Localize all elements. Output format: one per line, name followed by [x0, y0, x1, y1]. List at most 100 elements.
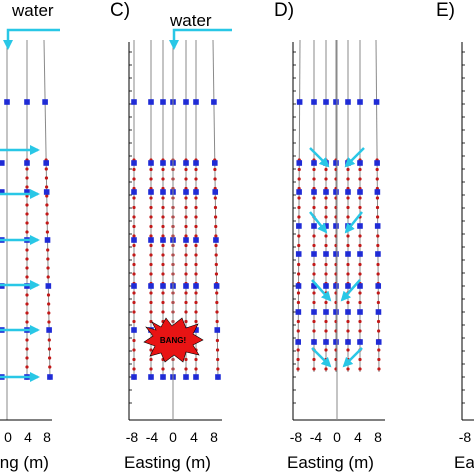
blue-sensor	[148, 283, 154, 289]
red-sensor	[358, 329, 362, 333]
red-sensor	[161, 215, 165, 219]
red-sensor	[346, 167, 350, 172]
red-sensor	[161, 300, 165, 305]
red-sensor	[161, 272, 165, 276]
blue-sensor	[311, 251, 317, 257]
red-sensor	[312, 234, 316, 238]
red-sensor	[358, 205, 362, 210]
red-sensor	[376, 234, 380, 238]
red-sensor	[149, 205, 153, 210]
red-sensor	[44, 167, 48, 171]
blue-sensor	[160, 237, 166, 243]
panel-e: E) -8 Eas	[436, 0, 474, 472]
red-sensor	[48, 356, 52, 360]
red-sensor	[312, 329, 316, 333]
blue-sensor	[148, 237, 154, 243]
red-sensor	[194, 310, 198, 314]
red-sensor	[184, 319, 188, 324]
red-sensor	[149, 291, 153, 295]
blue-sensor	[24, 189, 30, 195]
blue-sensor	[311, 223, 317, 229]
red-sensor	[161, 167, 165, 172]
red-sensor	[358, 319, 362, 324]
red-sensor	[214, 253, 218, 257]
blue-sensor	[374, 223, 381, 229]
red-sensor	[149, 357, 153, 362]
blue-sensor	[357, 99, 363, 105]
red-sensor	[312, 300, 316, 305]
blue-sensor	[215, 374, 221, 380]
blue-sensor	[345, 251, 351, 257]
blue-sensor	[357, 339, 363, 345]
bang-starburst	[143, 317, 204, 363]
blue-sensor	[183, 99, 189, 105]
red-sensor	[161, 253, 165, 257]
blue-sensor	[323, 99, 329, 105]
red-sensor	[297, 205, 301, 210]
red-sensor	[44, 176, 49, 180]
red-sensor	[376, 272, 380, 276]
red-sensor	[297, 243, 301, 248]
blue-sensor	[323, 339, 329, 345]
blue-sensor	[311, 189, 317, 195]
blue-sensor	[345, 309, 351, 315]
red-sensor	[25, 185, 29, 189]
panel-b-arrows	[0, 145, 40, 382]
red-sensor	[324, 329, 328, 333]
red-sensor	[47, 302, 51, 306]
red-sensor	[45, 203, 49, 207]
red-sensor	[25, 221, 29, 225]
red-sensor	[377, 329, 381, 333]
red-sensor	[132, 291, 136, 295]
red-sensor	[194, 177, 198, 181]
red-sensor	[25, 293, 29, 297]
red-sensor	[215, 291, 219, 295]
blue-sensor	[47, 374, 53, 380]
red-sensor	[194, 357, 198, 362]
blue-sensor	[333, 283, 339, 289]
red-sensor	[149, 243, 153, 248]
blue-sensor	[131, 160, 137, 166]
blue-sensor	[333, 160, 339, 166]
blue-sensor	[373, 99, 380, 105]
blue-sensor	[295, 283, 302, 289]
red-sensor	[46, 266, 50, 270]
blue-sensor	[295, 309, 302, 315]
red-sensor	[375, 215, 380, 219]
red-sensor	[184, 272, 188, 276]
red-sensor	[25, 338, 29, 342]
panel-d-label: D)	[274, 0, 294, 21]
red-sensor	[46, 293, 51, 297]
red-sensor	[312, 291, 316, 295]
blue-sensor	[323, 251, 329, 257]
red-sensor	[149, 300, 153, 305]
blue-sensor	[295, 251, 302, 257]
red-sensor	[132, 205, 136, 210]
red-sensor	[358, 272, 362, 276]
red-sensor	[46, 257, 50, 261]
red-sensor	[214, 234, 218, 238]
panel-d: D) -8 -4 0 4 8 Easting (m)	[274, 0, 385, 472]
blue-sensor	[357, 283, 363, 289]
red-sensor	[194, 234, 198, 238]
blue-sensor	[193, 160, 199, 166]
red-sensor	[324, 243, 328, 248]
red-sensor	[25, 230, 29, 234]
blue-sensor	[131, 237, 137, 243]
blue-sensor	[345, 283, 351, 289]
red-sensor	[149, 177, 153, 181]
blue-sensor	[0, 160, 5, 166]
flow-arrow	[344, 147, 365, 168]
panel-c-water-label: water	[169, 11, 212, 30]
red-sensor	[324, 196, 328, 200]
blue-sensor	[212, 189, 219, 195]
flow-arrow	[342, 347, 363, 368]
red-sensor	[324, 205, 328, 210]
blue-sensor	[45, 283, 52, 289]
red-sensor	[149, 319, 153, 324]
red-sensor	[25, 275, 29, 279]
red-sensor	[324, 234, 328, 238]
blue-sensor	[333, 339, 339, 345]
blue-sensor	[160, 374, 166, 380]
